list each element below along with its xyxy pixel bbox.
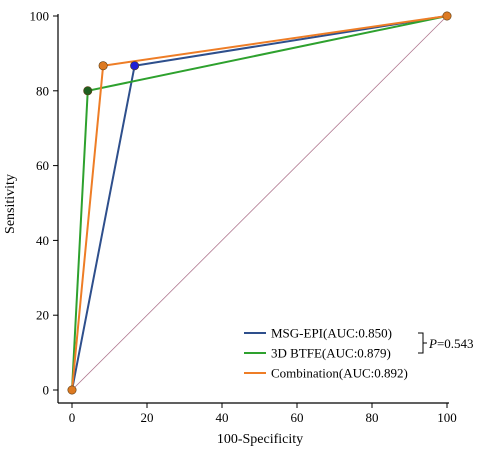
marker-layer: [67, 11, 452, 395]
x-tick-label: 80: [366, 410, 379, 425]
series-0-point: [130, 61, 140, 71]
series-2-point: [442, 11, 452, 21]
legend-label-1: 3D BTFE(AUC:0.879): [271, 346, 391, 361]
series-1-point: [83, 86, 93, 96]
legend-label-0: MSG-EPI(AUC:0.850): [271, 326, 392, 341]
y-tick-label: 40: [36, 233, 49, 248]
series-2-point: [67, 385, 77, 395]
x-tick-label: 0: [69, 410, 76, 425]
y-tick-label: 100: [30, 9, 50, 24]
tick-labels: 0 20 40 60 80 100 0 20 40 60 80 100: [30, 9, 457, 426]
axes: [53, 14, 449, 408]
reference-diagonal-line: [71, 15, 448, 391]
y-axis-title: Sensitivity: [3, 174, 18, 234]
p-value-text: P=0.543: [428, 336, 474, 351]
y-tick-label: 80: [36, 83, 49, 98]
y-tick-label: 60: [36, 158, 49, 173]
y-tick-label: 20: [36, 308, 49, 323]
x-tick-label: 40: [216, 410, 229, 425]
x-tick-label: 60: [291, 410, 304, 425]
x-tick-label: 100: [437, 410, 457, 425]
series-2-point: [98, 61, 108, 71]
legend-label-2: Combination(AUC:0.892): [271, 366, 408, 381]
x-axis-title: 100-Specificity: [217, 432, 303, 447]
legend: MSG-EPI(AUC:0.850) 3D BTFE(AUC:0.879) Comb…: [244, 326, 408, 381]
x-tick-label: 20: [141, 410, 154, 425]
reference-line-layer: [71, 15, 448, 391]
p-value-annotation: P=0.543: [418, 332, 474, 354]
y-tick-label: 0: [43, 383, 50, 398]
comparison-bracket: [418, 332, 427, 354]
